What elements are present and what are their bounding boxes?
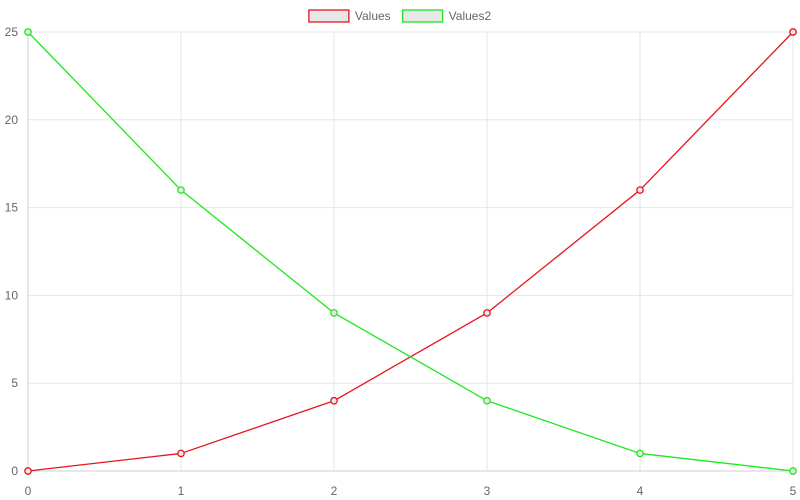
x-tick-label: 4 [637,484,644,498]
series-line-values [27,31,794,472]
y-axis-ticks: 0 5 10 15 20 25 [5,25,19,478]
data-point-values[interactable] [636,186,644,194]
legend-item-values2[interactable]: Values2 [402,9,492,23]
series-line-values2 [27,31,794,472]
data-point-values2[interactable] [24,28,32,36]
legend-label: Values2 [449,9,492,23]
y-tick-label: 25 [5,25,19,39]
x-tick-label: 1 [178,484,185,498]
data-point-values2[interactable] [789,467,797,475]
data-point-values[interactable] [177,449,185,458]
y-tick-label: 0 [11,464,18,478]
legend-swatch [402,9,444,23]
data-point-values[interactable] [330,396,338,405]
y-tick-label: 5 [11,376,18,390]
legend-label: Values [355,9,391,23]
y-tick-label: 20 [5,113,19,127]
x-tick-label: 0 [25,484,32,498]
y-tick-label: 10 [5,288,19,302]
x-axis-ticks: 0 1 2 3 4 5 [25,484,797,498]
data-point-values2[interactable] [483,396,491,405]
series [24,28,797,475]
data-point-values[interactable] [24,467,32,475]
x-tick-label: 2 [331,484,338,498]
x-tick-label: 5 [790,484,797,498]
data-point-values2[interactable] [330,309,338,317]
y-tick-label: 15 [5,201,19,215]
axes [27,32,793,472]
data-point-values[interactable] [789,28,797,36]
data-point-values2[interactable] [177,186,185,194]
x-tick-label: 3 [484,484,491,498]
legend: Values Values2 [308,9,492,23]
legend-swatch [308,9,350,23]
data-point-values[interactable] [483,309,491,317]
data-point-values2[interactable] [636,449,644,458]
legend-item-values[interactable]: Values [308,9,391,23]
grid [28,31,794,471]
